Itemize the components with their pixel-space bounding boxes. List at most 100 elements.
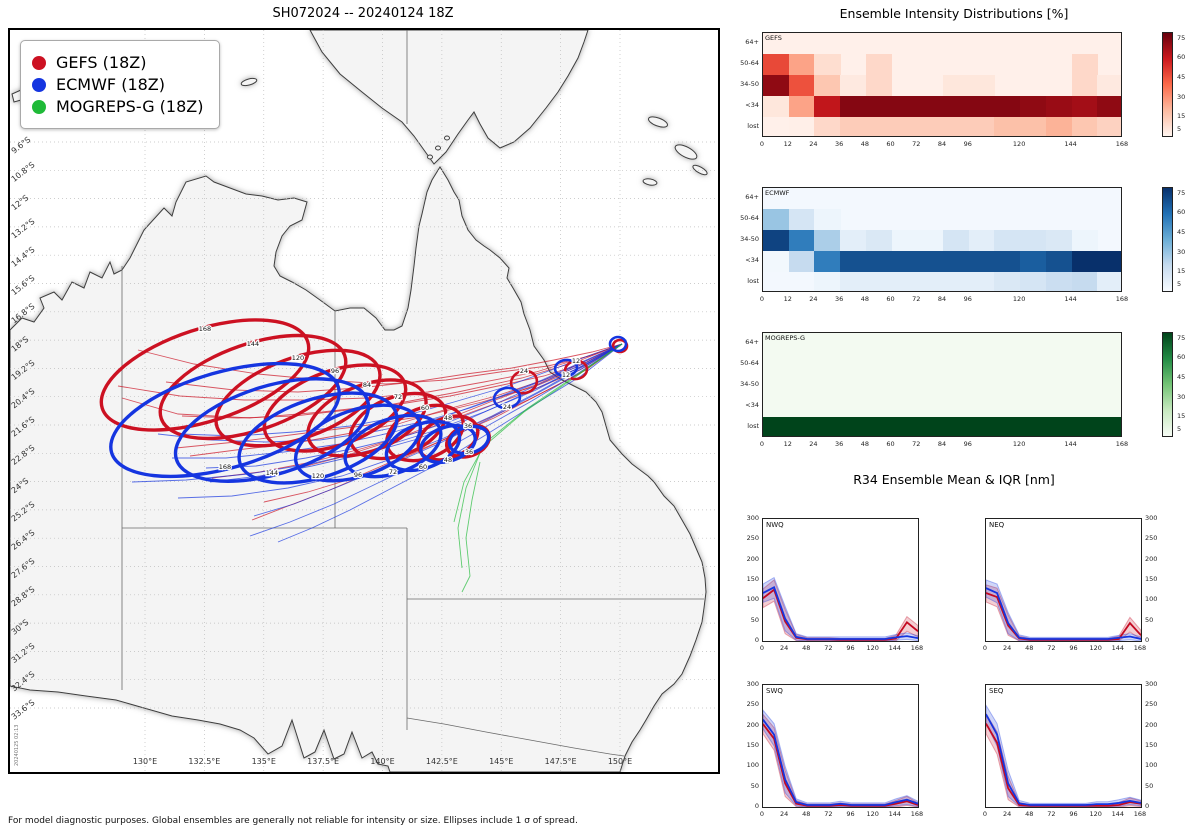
intensity-ytick-label: lost: [747, 277, 759, 285]
forecast-hour-label: 48: [444, 456, 452, 464]
heatmap-cell: [891, 272, 918, 291]
r34-xtick-label: 72: [1047, 810, 1056, 818]
r34-chart: [762, 708, 919, 808]
intensity-xtick-label: 168: [1115, 440, 1129, 448]
r34-ytick-label: 200: [746, 554, 759, 563]
panel-name-label: MOGREPS-G: [765, 334, 806, 342]
r34-ytick-label: 200: [1145, 720, 1158, 729]
r34-xtick-label: 120: [1089, 810, 1102, 818]
r34-xtick-label: 144: [1111, 810, 1125, 818]
heatmap-cell: [1020, 251, 1047, 272]
right-column: Ensemble Intensity Distributions [%] R34…: [730, 0, 1200, 840]
heatmap-cell: [891, 96, 918, 117]
heatmap-cell: [840, 117, 867, 136]
intensity-xtick-label: 36: [835, 295, 844, 303]
forecast-hour-label: 12: [562, 371, 570, 379]
r34-xtick-label: 48: [802, 644, 811, 652]
intensity-ytick-label: 50-64: [740, 359, 759, 367]
intensity-ytick-label: 64+: [745, 338, 759, 346]
colorbar: [1162, 32, 1173, 137]
lon-tick-label: 135°E: [252, 757, 276, 766]
r34-xtick-label: 0: [759, 810, 765, 818]
forecast-hour-label: 120: [312, 472, 324, 480]
intensity-xtick-label: 168: [1115, 295, 1129, 303]
heatmap-cell: [1071, 75, 1098, 96]
colorbar-tick-label: 15: [1177, 267, 1186, 276]
r34-ytick-label: 150: [1145, 741, 1158, 749]
heatmap-cell: [865, 272, 893, 291]
heatmap-cell: [1020, 417, 1047, 436]
track-line: [165, 343, 623, 393]
heatmap-cell: [840, 75, 867, 96]
intensity-xtick-label: 60: [886, 295, 895, 303]
r34-xtick-label: 96: [846, 644, 855, 652]
intensity-ytick-label: 34-50: [740, 80, 759, 88]
sigma-ellipse: [608, 335, 628, 353]
heatmap-cell: [943, 251, 970, 272]
heatmap-cell: [865, 75, 893, 96]
heatmap-cell: [788, 117, 815, 136]
r34-xtick-label: 48: [1025, 644, 1034, 652]
intensity-xtick-label: 0: [759, 295, 765, 303]
intensity-ytick-label: 64+: [745, 38, 759, 46]
panel-name-label: SWQ: [766, 687, 783, 695]
r34-panel-neq: NEQ: [985, 518, 1142, 642]
heatmap-cell: [865, 251, 893, 272]
forecast-hour-label: 36: [464, 422, 472, 430]
island-outline: [692, 164, 708, 176]
r34-ytick-label: 200: [1145, 554, 1158, 563]
r34-xtick-label: 48: [802, 810, 811, 818]
heatmap-cell: [1097, 417, 1121, 436]
r34-xtick-label: 72: [824, 810, 833, 818]
lat-tick-label: 33.6°S: [10, 698, 36, 722]
heatmap-cell: [814, 54, 841, 75]
heatmap-cell: [968, 230, 995, 251]
forecast-hour-label: 72: [394, 393, 402, 401]
sigma-ellipse: [293, 403, 423, 483]
r34-xtick-label: 120: [866, 810, 879, 818]
heatmap-cell: [943, 230, 970, 251]
heatmap-cell: [814, 251, 841, 272]
lon-tick-label: 140°E: [370, 757, 394, 766]
heatmap-cell: [994, 417, 1021, 436]
mean-line: [985, 713, 1142, 806]
colorbar-tick-label: 60: [1177, 208, 1186, 217]
track-map: 168 144 120 96 84 72 60 48 36 24 12 168 144 120 96 72 60…: [8, 28, 720, 774]
heatmap-cell: [763, 251, 790, 272]
intensity-xtick-label: 96: [963, 295, 972, 303]
r34-xtick-label: 168: [1133, 810, 1147, 818]
island-outline: [435, 145, 441, 151]
intensity-heatmap: ECMWF: [762, 187, 1122, 292]
forecast-hour-label: 168: [199, 325, 211, 333]
r34-ytick-label: 300: [746, 514, 759, 522]
heatmap-cell: [1071, 417, 1098, 436]
heatmap-cell: [994, 96, 1021, 117]
r34-section-title: R34 Ensemble Mean & IQR [nm]: [853, 472, 1055, 487]
map-title: SH072024 -- 20240124 18Z: [272, 6, 454, 21]
heatmap-cell: [865, 96, 893, 117]
forecast-hour-label: 144: [247, 340, 259, 348]
heatmap-cell: [865, 54, 893, 75]
mean-line: [985, 587, 1142, 640]
heatmap-cell: [1071, 272, 1098, 291]
r34-chart: [985, 703, 1142, 808]
heatmap-cell: [917, 251, 944, 272]
intensity-xtick-label: 72: [912, 440, 921, 448]
heatmap-cell: [968, 251, 995, 272]
heatmap-cell: [1071, 96, 1098, 117]
sigma-ellipse: [158, 333, 348, 441]
heatmap-cell: [865, 117, 893, 136]
heatmap-cell: [814, 209, 841, 230]
forecast-hour-label: 96: [354, 471, 362, 479]
heatmap-cell: [994, 117, 1021, 136]
heatmap-cell: [814, 75, 841, 96]
panel-name-label: SEQ: [989, 687, 1004, 695]
heatmap-cell: [840, 251, 867, 272]
mean-line: [762, 586, 919, 640]
intensity-panel-gefs: 64+ 50-64 34-50 <34 lost GEFS 0 12 24 36 48 60 72 84 9…: [730, 32, 1200, 162]
heatmap-cell: [968, 96, 995, 117]
legend-item: GEFS (18Z): [32, 53, 203, 72]
heatmap-cell: [840, 272, 867, 291]
r34-xtick-label: 120: [866, 644, 879, 652]
lon-tick-label: 147.5°E: [545, 757, 577, 766]
